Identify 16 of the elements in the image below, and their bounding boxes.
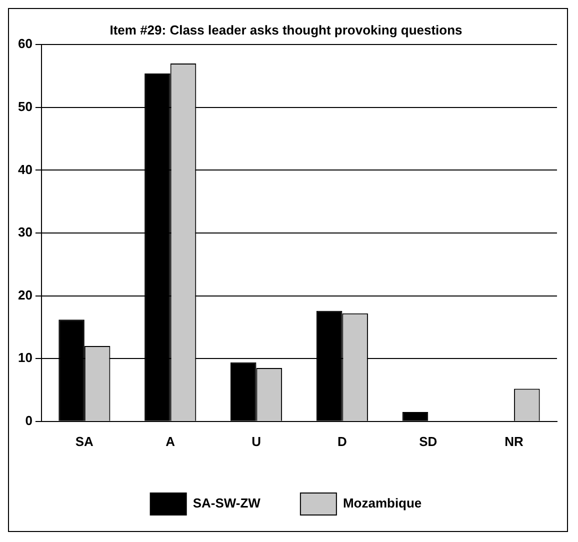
x-tick-label: SA — [75, 434, 94, 449]
y-tick-label: 50 — [18, 98, 32, 114]
y-tick-label: 40 — [18, 162, 32, 177]
y-tick-label: 10 — [18, 350, 32, 366]
x-tick-label: U — [252, 434, 261, 449]
y-tick-label: 20 — [18, 287, 32, 302]
chart-title: Item #29: Class leader asks thought provoking questions — [110, 22, 462, 38]
x-tick-label: A — [166, 434, 176, 449]
y-tick-label: 0 — [25, 412, 32, 428]
y-tick-label: 60 — [18, 36, 32, 52]
legend-label: SA-SW-ZW — [192, 496, 262, 511]
x-tick-label: D — [337, 434, 347, 449]
x-tick-label: NR — [504, 434, 524, 449]
legend-label: Mozambique — [342, 496, 422, 511]
x-tick-label: SD — [419, 434, 438, 449]
y-tick-label: 30 — [18, 224, 32, 240]
